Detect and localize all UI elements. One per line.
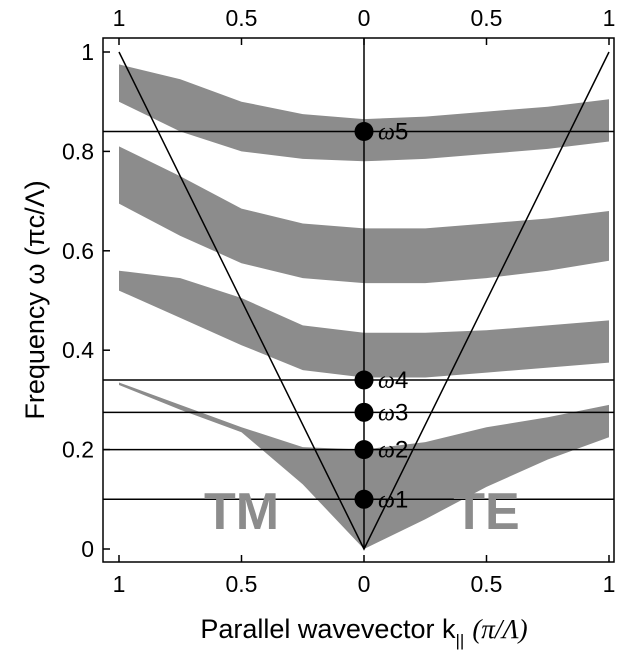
frequency-point-5 [354,122,374,142]
frequency-point-label-5: ω5 [378,119,408,146]
y-tick-label-4: 0.8 [62,138,94,164]
plot-frame [102,37,615,563]
frequency-point-label-3: ω3 [378,399,408,426]
frequency-points: ω1 ω2 ω3 ω4 ω5 [354,119,408,513]
x-tick-label-bottom-2: 0 [358,571,371,597]
x-tick-label-top-4: 1 [603,5,616,31]
x-tick-label-top-3: 0.5 [471,5,503,31]
frequency-point-label-4: ω4 [378,367,408,394]
region-label-tm: TM [204,483,279,541]
polarization-labels: TM TE [204,483,520,541]
y-tick-label-2: 0.4 [62,337,94,363]
band-2 [119,270,609,378]
x-axis-title: Parallel wavevector k|| (π/Λ) [200,614,527,650]
frequency-point-label-1: ω1 [378,486,408,513]
x-tick-label-top-1: 0.5 [226,5,258,31]
y-tick-label-0: 0 [81,536,94,562]
y-axis-title: Frequency ω (πc/Λ) [20,180,50,419]
frequency-point-label-2: ω2 [378,437,408,464]
band-3 [119,146,609,284]
x-tick-label-bottom-1: 0.5 [226,571,258,597]
y-tick-label-5: 1 [81,39,94,65]
x-tick-label-bottom-0: 1 [113,571,126,597]
region-label-te: TE [453,483,519,541]
frequency-point-3 [354,402,374,422]
y-tick-label-3: 0.6 [62,238,94,264]
x-tick-label-top-0: 1 [113,5,126,31]
frequency-point-1 [354,489,374,509]
frequency-point-4 [354,370,374,390]
frequency-point-2 [354,440,374,460]
band-4 [119,64,609,162]
x-tick-label-bottom-4: 1 [603,571,616,597]
x-tick-label-top-2: 0 [358,5,371,31]
x-tick-label-bottom-3: 0.5 [471,571,503,597]
y-tick-label-1: 0.2 [62,437,94,463]
